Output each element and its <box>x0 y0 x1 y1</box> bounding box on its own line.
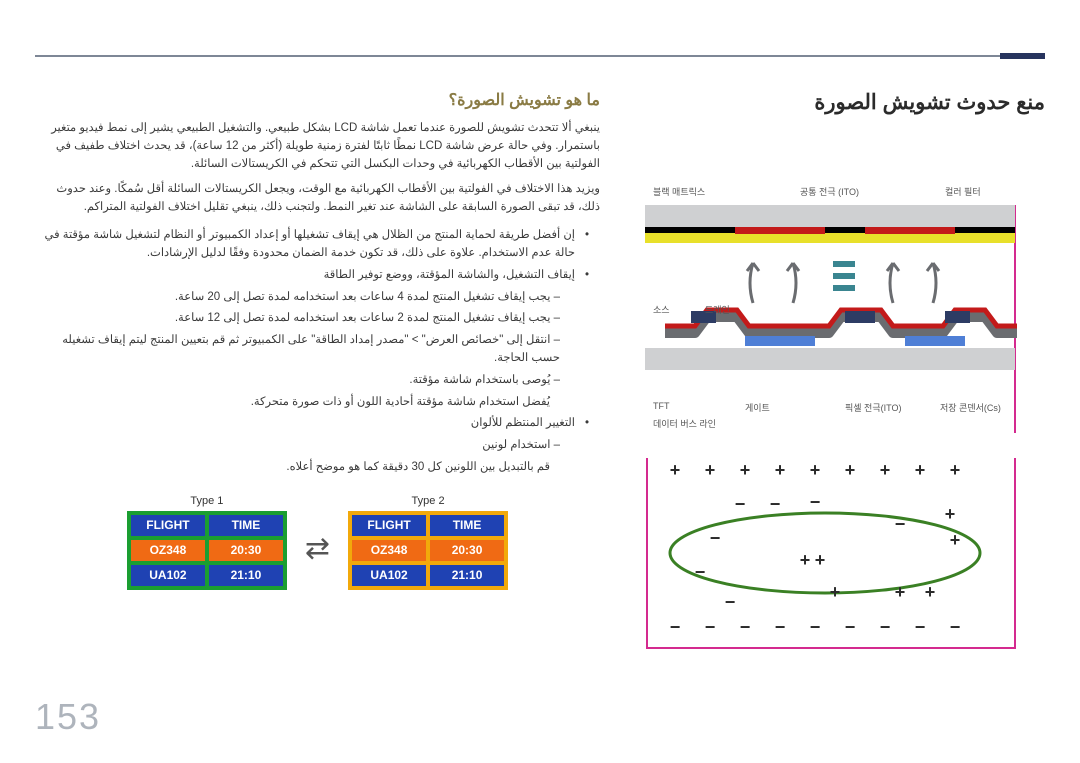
svg-text:+: + <box>950 530 961 550</box>
bullet-1: إن أفضل طريقة لحماية المنتج من الظلال هي… <box>35 227 575 263</box>
svg-text:−: − <box>950 617 961 637</box>
t1-h-flight: FLIGHT <box>129 513 207 538</box>
label-tft: TFT <box>653 401 670 411</box>
t2-r2-flight: UA102 <box>350 563 428 588</box>
svg-text:−: − <box>880 617 891 637</box>
type1-label: Type 1 <box>127 495 287 507</box>
right-column: منع حدوث تشويش الصورة <box>625 90 1045 658</box>
bullet-2-1: ‒ يجب إيقاف تشغيل المنتج لمدة 4 ساعات بع… <box>35 289 575 307</box>
bullet-2-2: ‒ يجب إيقاف تشغيل المنتج لمدة 2 ساعات بع… <box>35 310 575 328</box>
svg-text:+: + <box>815 550 826 570</box>
svg-text:−: − <box>740 617 751 637</box>
svg-text:+: + <box>915 460 926 480</box>
subtitle: ما هو تشويش الصورة؟ <box>35 90 600 110</box>
type2-label: Type 2 <box>348 495 508 507</box>
lcd-cross-section-diagram: 블랙 매트릭스 공통 전극 (ITO) 컬러 필터 소스 드레인 TFT 게이트… <box>645 133 1025 433</box>
svg-text:−: − <box>670 617 681 637</box>
bullet-2-4: ‒ يُوصى باستخدام شاشة مؤقتة. <box>35 372 575 390</box>
t2-r2-time: 21:10 <box>428 563 506 588</box>
bullet-2-5: يُفضل استخدام شاشة مؤقتة أحادية اللون أو… <box>35 394 575 412</box>
svg-text:+: + <box>895 582 906 602</box>
svg-text:−: − <box>810 492 821 512</box>
svg-text:−: − <box>810 617 821 637</box>
t1-h-time: TIME <box>207 513 285 538</box>
t1-r1-time: 20:30 <box>207 538 285 563</box>
label-pixel-electrode: 픽셀 전극(ITO) <box>845 401 901 414</box>
t1-r2-flight: UA102 <box>129 563 207 588</box>
svg-text:+: + <box>810 460 821 480</box>
svg-text:−: − <box>725 592 736 612</box>
t2-r1-time: 20:30 <box>428 538 506 563</box>
svg-text:+: + <box>945 504 956 524</box>
label-common-electrode: 공통 전극 (ITO) <box>800 185 859 198</box>
flight-table-1: FLIGHTTIME OZ34820:30 UA10221:10 <box>127 511 287 590</box>
svg-text:−: − <box>845 617 856 637</box>
bullet-2: إيقاف التشغيل، والشاشة المؤقتة، ووضع توف… <box>35 267 575 285</box>
t1-r2-time: 21:10 <box>207 563 285 588</box>
t2-r1-flight: OZ348 <box>350 538 428 563</box>
svg-text:−: − <box>695 562 706 582</box>
bullet-3-2: قم بالتبديل بين اللونين كل 30 دقيقة كما … <box>35 459 575 477</box>
table-type1: Type 1 FLIGHTTIME OZ34820:30 UA10221:10 <box>127 495 287 590</box>
svg-text:−: − <box>705 617 716 637</box>
label-black-matrix: 블랙 매트릭스 <box>653 185 705 198</box>
svg-text:−: − <box>735 494 746 514</box>
voltage-ellipse-diagram: +++ +++ +++ −−− + −−+ −++ +++ − <box>645 458 1025 658</box>
svg-text:+: + <box>950 460 961 480</box>
main-title: منع حدوث تشويش الصورة <box>625 90 1045 115</box>
bullet-3: التغيير المنتظم للألوان <box>35 415 575 433</box>
paragraph-1: ينبغي ألا تتحدث تشويش للصورة عندما تعمل … <box>35 120 600 173</box>
top-rule <box>35 55 1045 57</box>
label-gate: 게이트 <box>745 401 770 414</box>
paragraph-2: ويزيد هذا الاختلاف في الفولتية بين الأقط… <box>35 181 600 217</box>
t2-h-flight: FLIGHT <box>350 513 428 538</box>
svg-text:−: − <box>775 617 786 637</box>
svg-text:−: − <box>895 514 906 534</box>
svg-text:+: + <box>925 582 936 602</box>
label-data-bus: 데이터 버스 라인 <box>653 417 716 430</box>
t1-r1-flight: OZ348 <box>129 538 207 563</box>
label-storage-capacitor: 저장 콘덴서(Cs) <box>940 401 1001 414</box>
label-drain: 드레인 <box>705 303 730 316</box>
tables-row: Type 1 FLIGHTTIME OZ34820:30 UA10221:10 … <box>35 495 600 590</box>
bullet-3-1: ‒ استخدام لونين <box>35 437 575 455</box>
label-source: 소스 <box>653 303 670 316</box>
svg-text:+: + <box>670 460 681 480</box>
table-type2: Type 2 FLIGHTTIME OZ34820:30 UA10221:10 <box>348 495 508 590</box>
t2-h-time: TIME <box>428 513 506 538</box>
svg-text:+: + <box>705 460 716 480</box>
svg-text:+: + <box>775 460 786 480</box>
swap-arrow-icon: ⇄ <box>305 534 330 564</box>
svg-text:+: + <box>830 582 841 602</box>
svg-text:−: − <box>770 494 781 514</box>
svg-text:−: − <box>710 528 721 548</box>
svg-text:+: + <box>800 550 811 570</box>
label-color-filter: 컬러 필터 <box>945 185 981 198</box>
svg-text:+: + <box>740 460 751 480</box>
page-number: 153 <box>35 696 101 738</box>
svg-text:+: + <box>845 460 856 480</box>
flight-table-2: FLIGHTTIME OZ34820:30 UA10221:10 <box>348 511 508 590</box>
svg-text:+: + <box>880 460 891 480</box>
bullet-block: إن أفضل طريقة لحماية المنتج من الظلال هي… <box>35 227 600 477</box>
bullet-2-3: ‒ انتقل إلى "خصائص العرض" > "مصدر إمداد … <box>35 332 575 368</box>
left-column: ما هو تشويش الصورة؟ ينبغي ألا تتحدث تشوي… <box>35 90 600 658</box>
svg-text:−: − <box>915 617 926 637</box>
